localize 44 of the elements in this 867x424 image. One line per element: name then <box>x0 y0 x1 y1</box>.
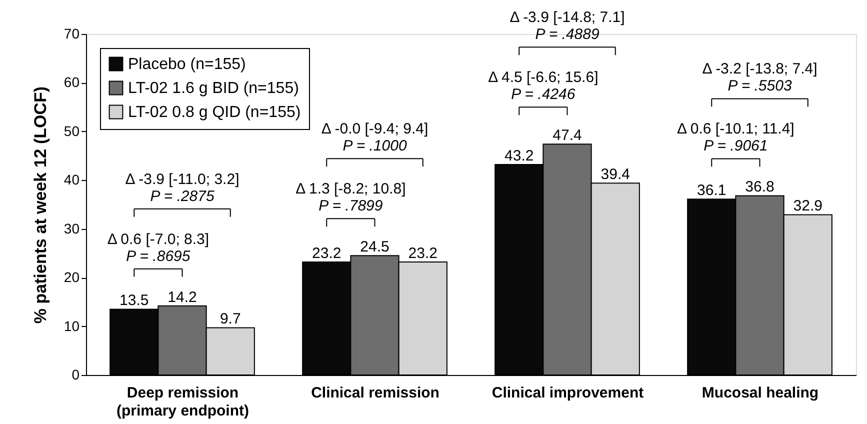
y-tick-label: 60 <box>64 74 80 90</box>
y-tick-label: 20 <box>64 269 80 286</box>
annotation: P = .1000 <box>342 138 408 155</box>
annotation: Δ 4.5 [-6.6; 15.6] <box>488 69 598 86</box>
data-label: 36.1 <box>697 182 726 200</box>
y-tick-label: 50 <box>64 122 80 139</box>
annotation: P = .4246 <box>511 86 576 104</box>
annotation: Δ -3.9 [-11.0; 3.2] <box>125 170 240 188</box>
annotation: Δ 0.6 [-10.1; 11.4] <box>677 120 794 138</box>
data-label: 13.5 <box>120 292 149 310</box>
y-axis-title: % patients at week 12 (LOCF) <box>30 86 50 324</box>
annotation: Δ 0.6 [-7.0; 8.3] <box>107 230 210 248</box>
annotation: P = .4889 <box>535 26 600 44</box>
data-label: 14.2 <box>168 288 197 306</box>
annotation: P = .2875 <box>150 188 215 205</box>
annotation: P = .5503 <box>728 78 792 95</box>
annotation: P = .8695 <box>126 248 191 265</box>
data-label: 32.9 <box>793 198 822 215</box>
data-label: 47.4 <box>552 127 582 144</box>
legend-label: LT-02 0.8 g QID (n=155) <box>128 104 301 121</box>
text: Δ -3.9 [-14.8; 7.1] <box>510 9 625 26</box>
x-tick-label: Mucosal healing <box>702 384 819 402</box>
data-label: 9.7 <box>220 310 241 328</box>
legend-label: LT-02 1.6 g BID (n=155) <box>128 80 299 97</box>
y-tick-label: 0 <box>72 366 80 382</box>
x-tick-label: Deep remission (primary endpoint) <box>116 384 250 420</box>
x-tick-label: Clinical improvement <box>492 384 644 402</box>
y-tick-label: 70 <box>64 26 80 42</box>
annotation: Δ 1.3 [-8.2; 10.8] <box>296 180 406 198</box>
y-tick-label: 10 <box>64 318 80 334</box>
legend-label: Placebo (n=155) <box>128 56 246 73</box>
annotation: Δ -3.2 [-13.8; 7.4] <box>702 60 818 78</box>
annotation: Δ -0.0 [-9.4; 9.4] <box>321 120 428 138</box>
y-tick-label: 30 <box>64 220 80 236</box>
data-label: 36.8 <box>745 178 774 196</box>
x-tick-label: Clinical remission <box>311 384 440 402</box>
data-label: 24.5 <box>360 238 390 256</box>
annotation: P = .9061 <box>704 138 768 155</box>
annotation: P = .7899 <box>318 198 384 215</box>
data-label: 23.2 <box>408 244 438 262</box>
data-label: 39.4 <box>600 166 630 184</box>
data-label: 43.2 <box>504 148 534 165</box>
y-tick-label: 40 <box>64 172 80 188</box>
data-label: 23.2 <box>312 244 342 262</box>
